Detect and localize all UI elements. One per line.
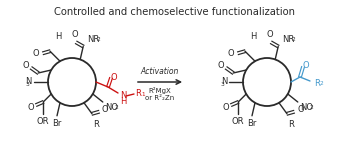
- Text: 1: 1: [141, 92, 145, 97]
- Text: NO: NO: [300, 103, 313, 112]
- Text: R: R: [314, 79, 320, 87]
- Text: NR: NR: [87, 35, 99, 44]
- Text: R: R: [288, 120, 294, 129]
- Text: H: H: [55, 32, 61, 41]
- Text: N: N: [120, 90, 126, 100]
- Text: O: O: [228, 49, 234, 58]
- Circle shape: [48, 58, 96, 106]
- Text: OR: OR: [232, 117, 244, 126]
- Text: NR: NR: [282, 35, 294, 44]
- Text: or R²₂Zn: or R²₂Zn: [145, 95, 175, 101]
- Text: H: H: [120, 97, 126, 105]
- Text: R²MgX: R²MgX: [149, 87, 172, 94]
- Text: 2: 2: [291, 37, 295, 42]
- Text: O: O: [102, 105, 108, 114]
- Text: 3: 3: [220, 82, 224, 87]
- Text: O: O: [267, 30, 273, 39]
- Text: Br: Br: [52, 119, 62, 128]
- Text: NO: NO: [105, 103, 118, 112]
- Text: O: O: [218, 60, 224, 69]
- Text: Activation: Activation: [141, 67, 179, 76]
- Text: R: R: [135, 90, 141, 98]
- Text: Br: Br: [247, 119, 257, 128]
- Text: 2: 2: [320, 81, 324, 86]
- Text: O: O: [297, 105, 304, 114]
- Text: O: O: [23, 60, 29, 69]
- Text: O: O: [72, 30, 78, 39]
- Text: O: O: [223, 103, 229, 111]
- Text: 2: 2: [96, 37, 100, 42]
- Text: O: O: [111, 73, 117, 82]
- Text: R: R: [93, 120, 99, 129]
- Text: 2: 2: [310, 105, 314, 110]
- Text: OR: OR: [37, 117, 49, 126]
- Text: 2: 2: [115, 105, 119, 110]
- Text: 3: 3: [25, 82, 29, 87]
- Text: Controlled and chemoselective functionalization: Controlled and chemoselective functional…: [55, 7, 295, 17]
- Text: O: O: [303, 60, 309, 69]
- Text: O: O: [33, 49, 39, 58]
- Text: H: H: [250, 32, 256, 41]
- Circle shape: [243, 58, 291, 106]
- Text: O: O: [28, 103, 34, 111]
- Text: N: N: [220, 77, 227, 87]
- Text: N: N: [26, 77, 32, 87]
